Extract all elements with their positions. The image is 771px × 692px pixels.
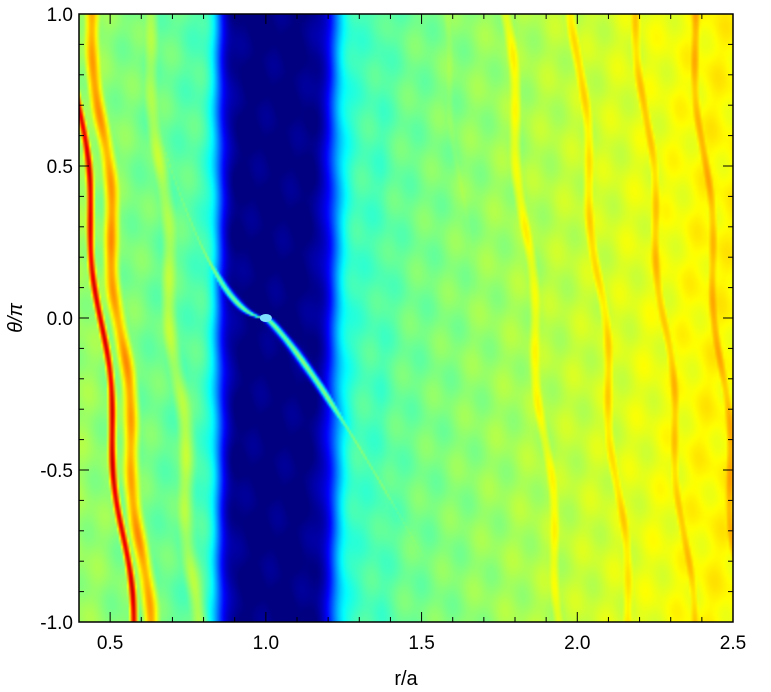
heatmap-image (79, 14, 733, 622)
planet-marker (259, 314, 272, 322)
y-axis-label: θ/π (5, 303, 27, 333)
x-tick-label: 1.5 (408, 633, 434, 654)
x-tick-label: 2.5 (720, 633, 746, 654)
x-tick-label: 0.5 (97, 633, 123, 654)
x-tick-label: 1.0 (253, 633, 279, 654)
y-axis: -1.0 -0.5 0.0 0.5 1.0 (40, 5, 733, 634)
y-tick-label: 0.0 (47, 309, 73, 330)
y-tick-label: -1.0 (40, 613, 73, 634)
y-tick-label: 0.5 (47, 157, 73, 178)
x-tick-label: 2.0 (564, 633, 590, 654)
y-tick-label: -0.5 (40, 461, 73, 482)
y-tick-label: 1.0 (47, 5, 73, 26)
x-axis: 0.5 1.0 1.5 2.0 2.5 (78, 14, 746, 654)
x-axis-label: r/a (394, 668, 418, 690)
